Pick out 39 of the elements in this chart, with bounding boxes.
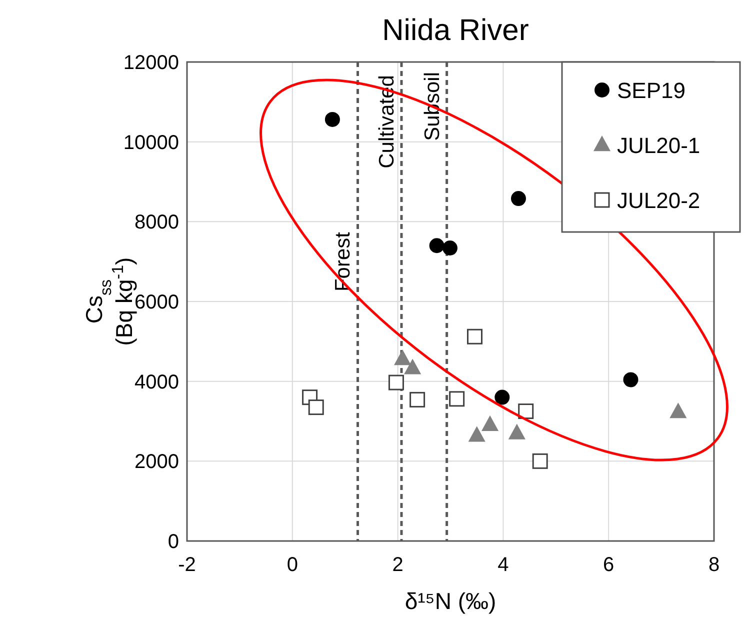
chart-title: Niida River — [382, 14, 529, 47]
point — [670, 403, 686, 418]
x-tick-label: 6 — [603, 554, 614, 576]
point — [468, 426, 486, 442]
point — [308, 400, 324, 416]
x-tick-label: 4 — [498, 554, 509, 576]
y-tick-label: 10000 — [123, 132, 179, 154]
y-tick-label: 2000 — [134, 451, 179, 474]
ref-line-label: Forest — [332, 232, 355, 292]
ref-line-label: Cultivated — [375, 75, 398, 168]
y-tick-label: 4000 — [134, 371, 179, 394]
point — [532, 453, 548, 469]
ref-line-label: Subsoil — [420, 72, 444, 141]
legend-label: SEP19 — [617, 78, 686, 103]
legend-label: JUL20-2 — [617, 188, 700, 213]
y-tick-label: 0 — [168, 531, 179, 553]
point — [388, 374, 404, 390]
point — [324, 112, 340, 127]
point — [429, 238, 444, 254]
point — [623, 372, 638, 388]
point — [494, 390, 510, 405]
point — [394, 350, 411, 366]
x-tick-label: 0 — [286, 554, 298, 576]
point — [442, 240, 458, 256]
x-tick-label: -2 — [178, 554, 196, 576]
point — [482, 416, 498, 431]
point — [466, 328, 482, 344]
point — [508, 424, 526, 440]
point — [410, 392, 426, 408]
x-tick-label: 8 — [708, 554, 720, 576]
point — [518, 404, 534, 420]
legend-label: JUL20-1 — [617, 133, 700, 158]
x-axis-title: δ¹⁵N (‰) — [404, 588, 496, 614]
x-tick-label: 2 — [392, 554, 404, 576]
y-tick-label: 8000 — [134, 212, 179, 234]
point — [404, 359, 421, 374]
point — [449, 391, 465, 407]
point — [510, 191, 526, 206]
y-tick-label: 12000 — [123, 52, 179, 74]
